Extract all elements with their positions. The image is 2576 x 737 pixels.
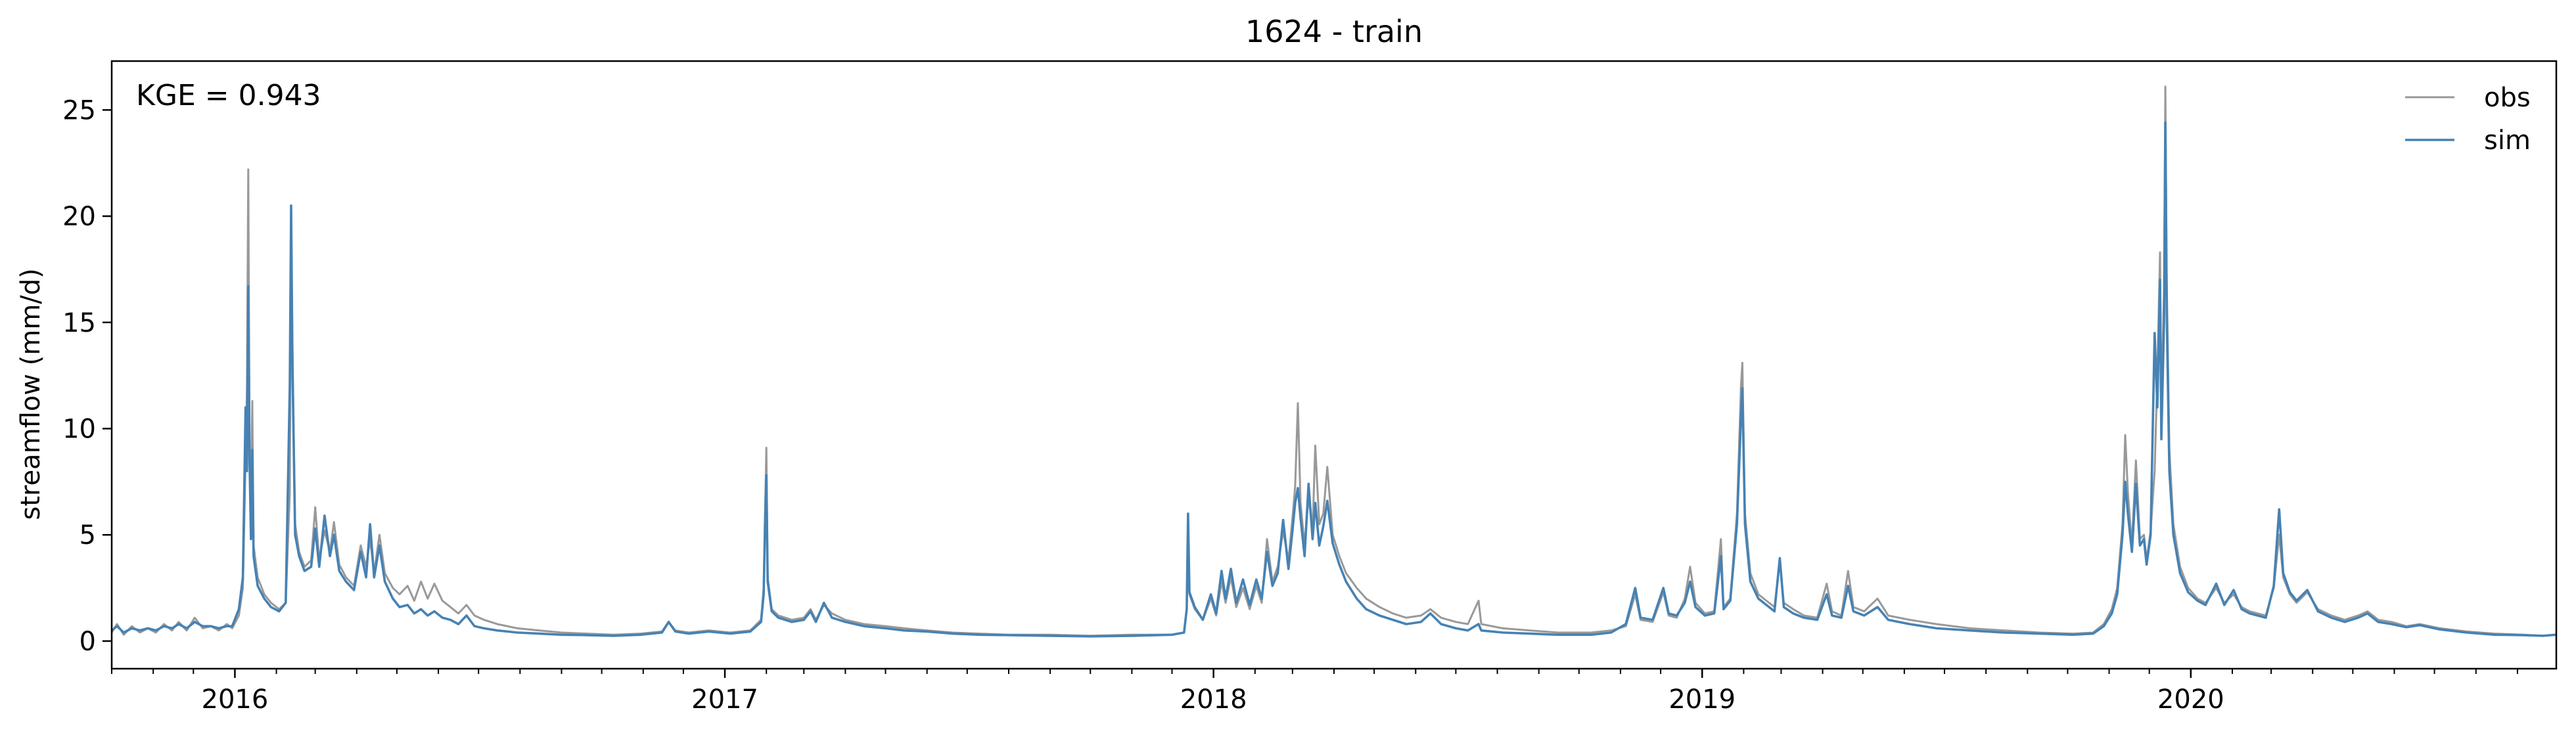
y-tick-label: 5	[80, 520, 96, 550]
series-line-sim	[112, 122, 2556, 638]
x-tick-label: 2018	[1180, 684, 1247, 715]
x-axis: 2016 2017 2018 2019 2020	[111, 669, 2518, 715]
legend: obs sim	[2405, 83, 2531, 156]
x-tick-label: 2016	[202, 684, 269, 715]
legend-label-obs: obs	[2484, 83, 2531, 113]
y-axis-label: streamflow (mm/d)	[16, 268, 46, 520]
kge-annotation: KGE = 0.943	[136, 79, 321, 112]
y-axis: 0 5 10 15 20 25	[62, 95, 112, 657]
chart-title: 1624 - train	[1245, 14, 1423, 49]
y-tick-label: 0	[80, 627, 96, 657]
y-tick-label: 15	[62, 308, 96, 338]
y-tick-label: 20	[62, 202, 96, 232]
legend-label-sim: sim	[2484, 125, 2531, 156]
x-tick-label: 2020	[2157, 684, 2224, 715]
y-tick-label: 10	[62, 414, 96, 445]
series-layer	[112, 85, 2556, 638]
x-tick-label: 2019	[1668, 684, 1736, 715]
x-tick-label: 2017	[691, 684, 758, 715]
y-tick-label: 25	[62, 95, 96, 125]
